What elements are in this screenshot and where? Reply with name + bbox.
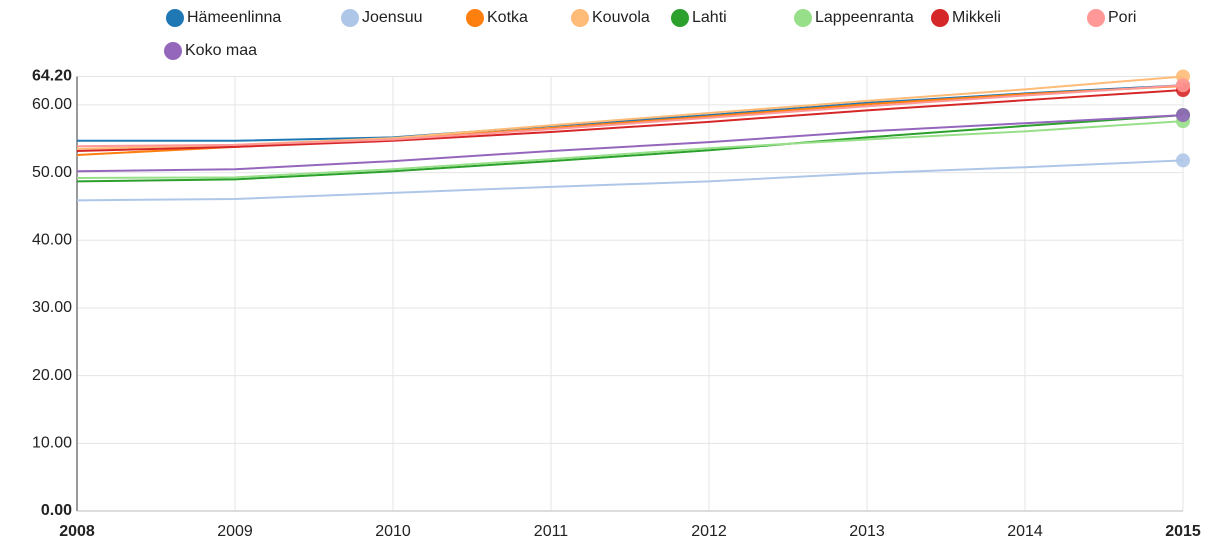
legend-marker[interactable] bbox=[166, 9, 184, 27]
legend-marker[interactable] bbox=[931, 9, 949, 27]
legend-label[interactable]: Hämeenlinna bbox=[187, 9, 281, 26]
legend-label[interactable]: Kotka bbox=[487, 9, 528, 26]
y-tick-label: 64.20 bbox=[32, 68, 72, 85]
end-point bbox=[1176, 78, 1190, 93]
y-tick-label: 40.00 bbox=[32, 232, 72, 249]
series-line bbox=[76, 120, 1184, 180]
legend-marker[interactable] bbox=[341, 9, 359, 27]
legend-marker[interactable] bbox=[671, 9, 689, 27]
x-tick-label: 2015 bbox=[1165, 523, 1201, 540]
end-point bbox=[1176, 108, 1190, 123]
legend-label[interactable]: Lappeenranta bbox=[815, 9, 914, 26]
x-tick-label: 2013 bbox=[849, 523, 885, 540]
series-line bbox=[76, 75, 1184, 150]
y-tick-label: 20.00 bbox=[32, 367, 72, 384]
legend-label[interactable]: Lahti bbox=[692, 9, 727, 26]
legend-marker[interactable] bbox=[794, 9, 812, 27]
x-tick-label: 2010 bbox=[375, 523, 411, 540]
y-tick-label: 30.00 bbox=[32, 299, 72, 316]
x-tick-label: 2012 bbox=[691, 523, 727, 540]
series-line bbox=[76, 89, 1184, 152]
y-tick-label: 60.00 bbox=[32, 96, 72, 113]
x-tick-label: 2011 bbox=[534, 523, 569, 540]
series-line bbox=[76, 84, 1184, 148]
x-tick-label: 2008 bbox=[59, 523, 95, 540]
legend-label[interactable]: Kouvola bbox=[592, 9, 650, 26]
end-point bbox=[1176, 153, 1190, 168]
legend-marker[interactable] bbox=[1087, 9, 1105, 27]
y-tick-label: 50.00 bbox=[32, 164, 72, 181]
legend-label[interactable]: Pori bbox=[1108, 9, 1136, 26]
y-tick-label: 0.00 bbox=[41, 502, 72, 519]
legend-label[interactable]: Joensuu bbox=[362, 9, 423, 26]
y-tick-label: 10.00 bbox=[32, 435, 72, 452]
series-line bbox=[76, 159, 1184, 202]
legend-marker[interactable] bbox=[164, 42, 182, 60]
legend-marker[interactable] bbox=[466, 9, 484, 27]
series-line bbox=[76, 114, 1184, 183]
legend-label[interactable]: Koko maa bbox=[185, 42, 257, 59]
x-tick-label: 2009 bbox=[217, 523, 253, 540]
series-line bbox=[76, 114, 1184, 173]
legend-label[interactable]: Mikkeli bbox=[952, 9, 1001, 26]
legend-marker[interactable] bbox=[571, 9, 589, 27]
x-tick-label: 2014 bbox=[1007, 523, 1043, 540]
